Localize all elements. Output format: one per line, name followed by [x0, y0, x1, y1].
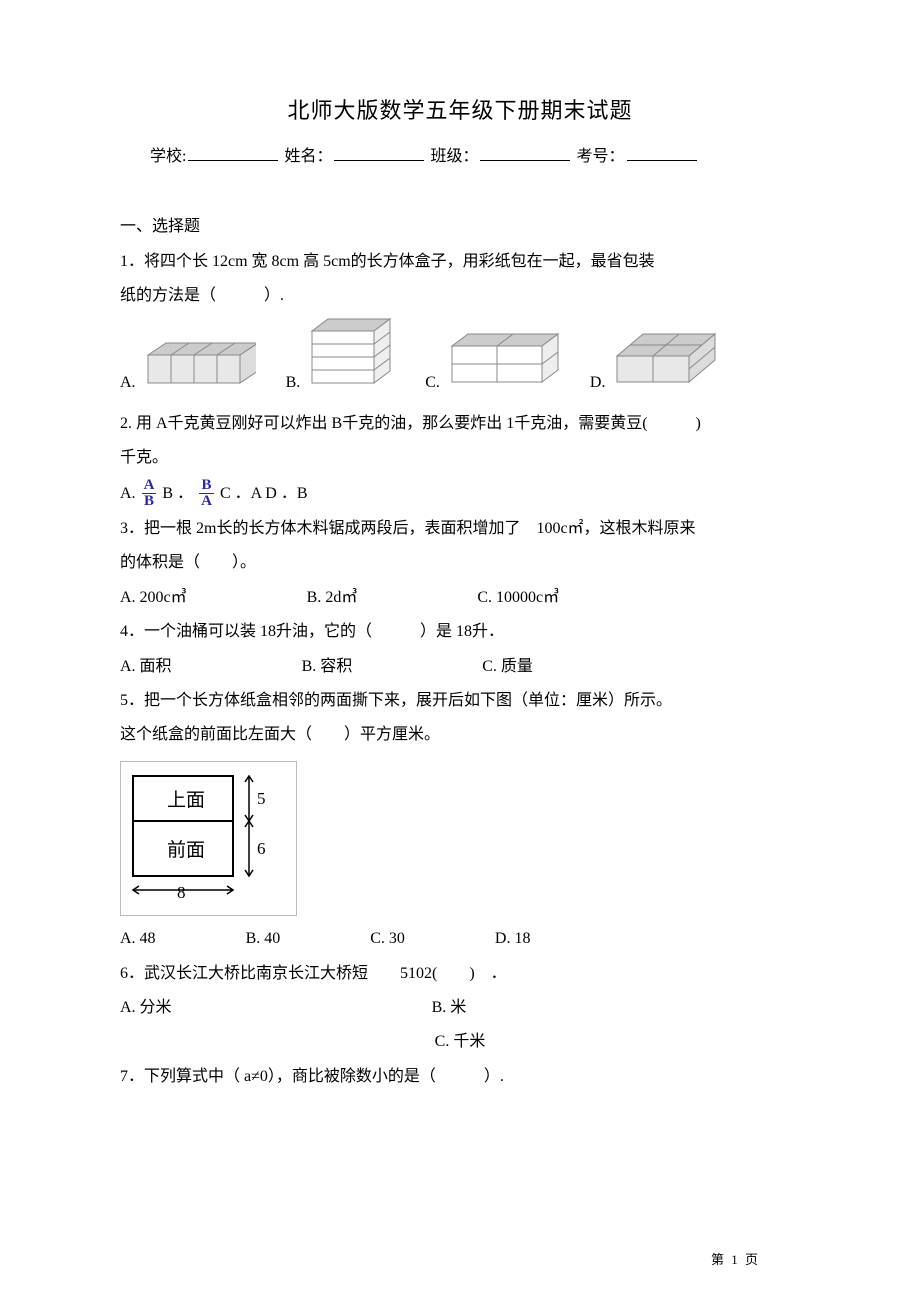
q1-text-b: 纸的方法是（ ）.	[120, 281, 800, 311]
q2-frac-b: B A	[199, 478, 214, 511]
q3-opt-b: B. 2d㎥	[307, 583, 358, 613]
q4-opt-a: A. 面积	[120, 652, 172, 682]
q3-opt-a: A. 200c㎥	[120, 583, 187, 613]
q4-options: A. 面积 B. 容积 C. 质量	[120, 652, 800, 682]
school-blank	[188, 144, 278, 161]
q7-line: 7．下列算式中（ a≠0），商比被除数小的是（ ）.	[120, 1062, 800, 1092]
q1-opt-b: B.	[286, 317, 396, 398]
q5-dim-6: 6	[257, 839, 266, 858]
q5-line2: 这个纸盒的前面比左面大（ ）平方厘米。	[120, 720, 800, 750]
q5-opt-d: D. 18	[495, 924, 531, 954]
q2-mid: B ．	[162, 484, 193, 501]
q1-opt-d: D.	[590, 332, 721, 398]
page-footer: 第 1 页	[711, 1248, 760, 1273]
q3-line1: 3．把一根 2m长的长方体木料锯成两段后，表面积增加了 100c㎡，这根木料原来	[120, 514, 800, 544]
class-label: 班级：	[430, 148, 478, 165]
cuboid-a-icon	[146, 337, 256, 398]
q2-frac-a-den: B	[142, 493, 157, 510]
q1-opt-c-label: C.	[425, 374, 440, 391]
q5-dim-8: 8	[177, 883, 186, 900]
cuboid-b-icon	[310, 317, 395, 398]
class-blank	[480, 144, 570, 161]
q2-opt-a-label: A.	[120, 484, 136, 501]
q5-dim-5: 5	[257, 789, 266, 808]
cuboid-d-icon	[615, 332, 720, 398]
q3-line2: 的体积是（ ）。	[120, 548, 800, 578]
q1-opt-b-label: B.	[286, 374, 301, 391]
q6-opt-a: A. 分米	[120, 993, 172, 1023]
q1-opt-c: C.	[425, 332, 560, 398]
q2-line1: 2. 用 A千克黄豆刚好可以炸出 B千克的油，那么要炸出 1千克油，需要黄豆( …	[120, 409, 800, 439]
q4-opt-c: C. 质量	[482, 652, 533, 682]
q1-options: A. B.	[120, 317, 800, 398]
name-blank	[334, 144, 424, 161]
q2-rest: C ．A D ．B	[220, 484, 308, 501]
q2-frac-b-den: A	[199, 493, 214, 510]
q3-options: A. 200c㎥ B. 2d㎥ C. 10000c㎥	[120, 583, 800, 613]
q1-opt-d-label: D.	[590, 374, 606, 391]
q5-opt-a: A. 48	[120, 924, 156, 954]
q6-opt-b: B. 米	[432, 993, 467, 1023]
q5-opt-c: C. 30	[370, 924, 405, 954]
q2-frac-a: A B	[142, 478, 157, 511]
q1-opt-a-label: A.	[120, 374, 136, 391]
q6-opt-c: C. 千米	[120, 1027, 800, 1057]
page-title: 北师大版数学五年级下册期末试题	[120, 90, 800, 132]
student-info: 学校: 姓名： 班级： 考号：	[120, 142, 800, 172]
q1-opt-a: A.	[120, 337, 256, 398]
section-1-heading: 一、选择题	[120, 212, 800, 242]
q4-line: 4．一个油桶可以装 18升油，它的（ ）是 18升．	[120, 617, 800, 647]
q3-opt-c: C. 10000c㎥	[477, 583, 559, 613]
examno-label: 考号：	[576, 148, 624, 165]
name-label: 姓名：	[284, 148, 332, 165]
q5-top-label: 上面	[167, 789, 205, 811]
q2-frac-b-num: B	[199, 478, 214, 494]
cuboid-c-icon	[450, 332, 560, 398]
q6-line: 6．武汉长江大桥比南京长江大桥短 5102( ) ．	[120, 959, 800, 989]
q1-text-a: 1．将四个长 12cm 宽 8cm 高 5cm的长方体盒子，用彩纸包在一起，最省…	[120, 247, 800, 277]
q5-line1: 5．把一个长方体纸盒相邻的两面撕下来，展开后如下图（单位：厘米）所示。	[120, 686, 800, 716]
q2-line2: 千克。	[120, 443, 800, 473]
q5-opt-b: B. 40	[246, 924, 281, 954]
q5-options: A. 48 B. 40 C. 30 D. 18	[120, 924, 800, 954]
examno-blank	[627, 144, 697, 161]
q5-diagram: 上面 前面 5 6 8	[120, 761, 297, 916]
school-label: 学校:	[150, 148, 186, 165]
q2-frac-a-num: A	[142, 478, 157, 494]
q6-options-ab: A. 分米 B. 米	[120, 993, 800, 1023]
q5-front-label: 前面	[167, 839, 205, 861]
q4-opt-b: B. 容积	[302, 652, 353, 682]
q2-options: A. A B B ． B A C ．A D ．B	[120, 478, 800, 511]
